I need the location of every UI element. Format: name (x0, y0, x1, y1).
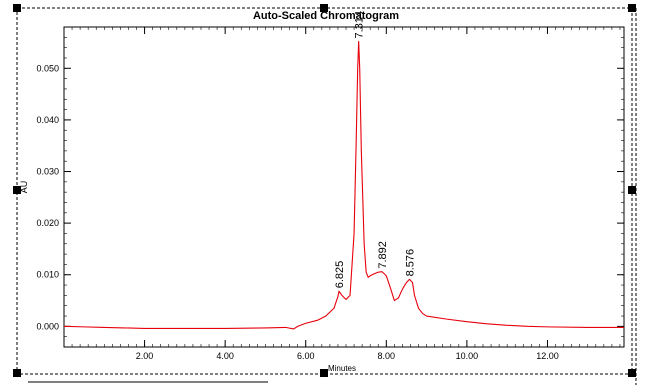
y-tick-label: 0.030 (36, 167, 59, 177)
resize-handle-top[interactable] (320, 4, 328, 12)
resize-handle-bottom[interactable] (320, 369, 328, 377)
y-tick-label: 0.000 (36, 321, 59, 331)
resize-handle-right[interactable] (628, 186, 636, 194)
resize-handle-bottom-right[interactable] (628, 369, 636, 377)
y-tick-label: 0.050 (36, 63, 59, 73)
y-axis-label: AU (19, 181, 29, 194)
plot-area (63, 26, 625, 348)
x-tick-label: 6.00 (297, 351, 315, 361)
peak-label: 6.825 (334, 261, 346, 289)
chart-frame (16, 7, 633, 375)
x-tick-label: 10.00 (456, 351, 479, 361)
peak-label: 8.576 (405, 249, 417, 277)
resize-handle-top-left[interactable] (13, 4, 21, 12)
x-tick-label: 2.00 (136, 351, 154, 361)
resize-handle-top-right[interactable] (628, 4, 636, 12)
resize-handle-bottom-left[interactable] (13, 369, 21, 377)
x-tick-label: 8.00 (378, 351, 396, 361)
y-tick-label: 0.020 (36, 218, 59, 228)
x-tick-label: 12.00 (536, 351, 559, 361)
chromatogram-trace (63, 40, 624, 330)
resize-handle-left[interactable] (13, 186, 21, 194)
chart-title: Auto-Scaled Chromatogram (253, 10, 399, 22)
peak-label: 7.314 (354, 11, 366, 39)
plot-layer: 2.00 4.00 6.00 8.00 10.00 12.00 0.000 0.010 0.02… (36, 11, 624, 361)
y-tick-label: 0.010 (36, 270, 59, 280)
x-axis-label: Minutes (328, 364, 356, 373)
x-tick-label: 4.00 (216, 351, 234, 361)
y-tick-label: 0.040 (36, 115, 59, 125)
peak-label: 7.892 (377, 241, 389, 269)
